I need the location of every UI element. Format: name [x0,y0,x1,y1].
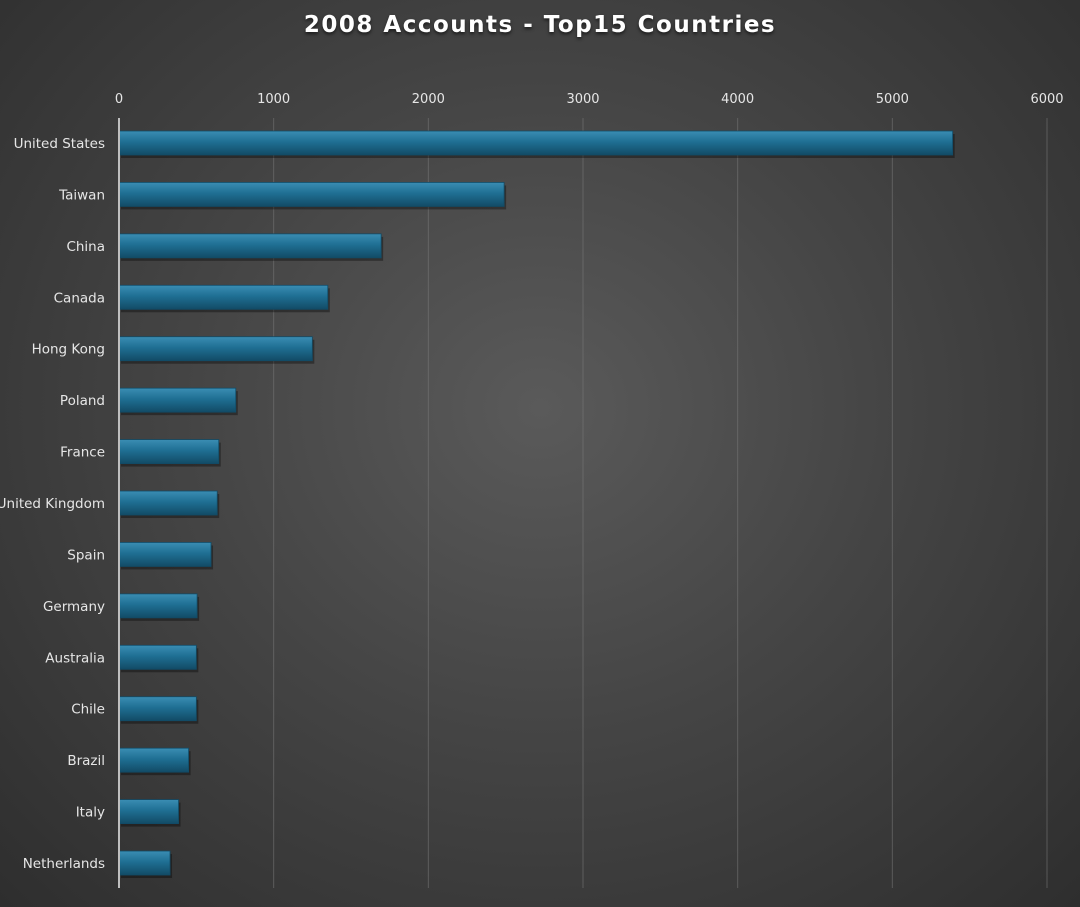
x-tick-label: 6000 [1030,92,1063,107]
category-label: Brazil [67,753,105,769]
category-label: Taiwan [58,187,105,203]
bar-australia [118,644,197,670]
bar-spain [118,542,212,567]
category-label: Hong Kong [32,342,105,358]
category-label: Poland [60,393,105,409]
category-label: Netherlands [23,856,105,872]
chart-title: 2008 Accounts - Top15 Countries [303,12,777,38]
bar-united-kingdom [118,490,218,516]
category-label: Chile [71,702,105,718]
x-axis-ticks: 0 1000 2000 3000 4000 5000 6000 [115,92,1064,107]
category-label: Canada [54,290,105,306]
category-label: United Kingdom [0,496,105,512]
x-tick-label: 0 [115,92,123,107]
bar-germany [118,593,198,619]
x-tick-label: 1000 [257,92,290,107]
bar-brazil [118,747,189,773]
bar-hong-kong [118,336,313,362]
category-label: Germany [43,599,105,615]
bar-china [118,233,382,259]
category-label: China [66,239,105,255]
category-labels: United States Taiwan China Canada Hong Kong P… [0,136,105,872]
x-tick-label: 3000 [566,92,599,107]
bars [118,130,955,879]
x-tick-label: 2000 [412,92,445,107]
bar-canada [118,284,329,310]
x-tick-label: 5000 [876,92,909,107]
category-label: Italy [76,805,105,821]
x-tick-label: 4000 [721,92,754,107]
bar-netherlands [118,850,171,876]
bar-united-states [118,130,954,156]
category-label: Spain [67,547,105,563]
gridlines [273,118,1048,888]
bar-poland [118,387,237,413]
bar-france [118,439,220,464]
category-label: Australia [45,650,105,666]
bar-taiwan [118,182,505,207]
category-label: France [60,445,105,461]
category-label: United States [14,136,105,152]
bar-italy [118,799,179,824]
bar-chile [118,696,197,722]
